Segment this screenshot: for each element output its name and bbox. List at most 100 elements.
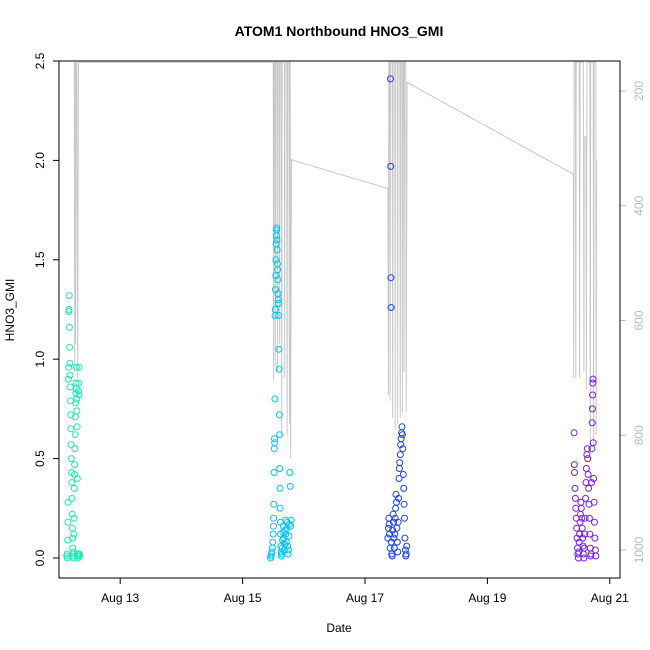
point-s0-36 bbox=[71, 461, 79, 469]
point-s0-17 bbox=[67, 411, 75, 419]
point-s3-41 bbox=[587, 550, 595, 558]
point-s1-5 bbox=[269, 538, 277, 546]
point-s0-47 bbox=[73, 423, 81, 431]
point-s3-33 bbox=[584, 455, 592, 463]
point-s1-24 bbox=[273, 236, 281, 244]
point-s0-19 bbox=[67, 441, 75, 449]
point-s0-23 bbox=[68, 494, 76, 502]
point-s2-30 bbox=[396, 459, 404, 467]
point-s0-14 bbox=[66, 371, 74, 379]
point-s1-34 bbox=[275, 365, 283, 373]
point-s3-27 bbox=[581, 514, 589, 522]
point-s1-19 bbox=[272, 256, 280, 264]
point-s0-33 bbox=[70, 514, 78, 522]
point-s0-34 bbox=[70, 484, 78, 492]
chart-title: ATOM1 Northbound HNO3_GMI bbox=[235, 23, 444, 39]
point-s3-24 bbox=[580, 554, 588, 562]
point-s3-42 bbox=[588, 479, 595, 486]
point-s3-38 bbox=[586, 530, 594, 538]
point-s2-46 bbox=[403, 542, 411, 550]
point-s2-41 bbox=[401, 514, 408, 522]
point-s3-28 bbox=[582, 494, 590, 502]
point-s0-59 bbox=[76, 552, 84, 560]
point-s3-7 bbox=[573, 524, 581, 532]
secondary-line bbox=[73, 61, 598, 459]
point-s0-6 bbox=[64, 375, 72, 383]
point-s1-32 bbox=[275, 312, 283, 319]
point-s3-45 bbox=[588, 405, 596, 413]
point-s0-15 bbox=[66, 383, 74, 391]
point-s1-12 bbox=[271, 435, 278, 443]
axes: Aug 13 Aug 15 Aug 17 Aug 19 Aug 21 0.0 0.5 1.0 1… bbox=[33, 52, 646, 605]
point-s2-45 bbox=[402, 550, 410, 558]
point-s0-5 bbox=[64, 498, 72, 506]
point-s1-6 bbox=[269, 530, 277, 538]
point-s3-0 bbox=[570, 429, 578, 437]
point-s3-15 bbox=[576, 518, 584, 526]
point-s1-67 bbox=[287, 516, 295, 524]
point-s0-56 bbox=[75, 391, 83, 399]
point-s3-54 bbox=[591, 546, 599, 554]
point-s2-14 bbox=[389, 510, 397, 518]
point-s1-13 bbox=[271, 439, 279, 447]
plot-frame bbox=[58, 60, 621, 579]
point-s3-32 bbox=[583, 445, 591, 453]
point-s2-38 bbox=[399, 471, 407, 478]
secondary-series bbox=[73, 61, 598, 459]
point-s2-39 bbox=[400, 484, 408, 492]
point-s0-4 bbox=[64, 518, 72, 526]
point-s1-35 bbox=[275, 411, 283, 419]
y2-tick-label-1: 400 bbox=[632, 195, 646, 215]
point-s1-18 bbox=[272, 272, 280, 280]
point-s1-27 bbox=[274, 266, 282, 274]
point-s1-61 bbox=[285, 546, 292, 554]
point-s2-3 bbox=[385, 520, 393, 528]
point-s2-12 bbox=[388, 552, 396, 560]
point-s2-16 bbox=[390, 534, 398, 542]
point-s3-44 bbox=[588, 419, 596, 427]
point-s0-9 bbox=[65, 306, 73, 313]
x-tick-label-4: Aug 21 bbox=[591, 591, 629, 605]
point-s0-7 bbox=[65, 363, 73, 371]
point-s1-9 bbox=[270, 500, 278, 508]
point-s2-36 bbox=[398, 431, 406, 439]
point-s1-53 bbox=[281, 526, 289, 534]
y-tick-label-3: 1.5 bbox=[33, 251, 47, 268]
point-s1-36 bbox=[276, 431, 284, 439]
y2-tick-label-2: 600 bbox=[632, 310, 646, 330]
point-s3-26 bbox=[581, 530, 589, 538]
point-s1-60 bbox=[284, 550, 292, 558]
point-s3-30 bbox=[582, 465, 590, 472]
point-s2-25 bbox=[394, 548, 402, 556]
y-axis-label: HNO3_GMI bbox=[3, 279, 17, 342]
point-s1-10 bbox=[270, 469, 278, 476]
point-s3-20 bbox=[578, 524, 586, 532]
point-s3-21 bbox=[579, 534, 587, 542]
point-s1-39 bbox=[276, 504, 284, 512]
point-s1-7 bbox=[269, 522, 277, 530]
point-s1-11 bbox=[270, 445, 278, 453]
point-s3-34 bbox=[584, 471, 592, 478]
point-s3-51 bbox=[590, 498, 598, 506]
y-tick-label-0: 0.0 bbox=[33, 549, 47, 566]
point-s1-30 bbox=[274, 296, 282, 304]
point-s0-26 bbox=[69, 534, 77, 542]
point-s1-62 bbox=[285, 532, 293, 540]
point-s0-57 bbox=[75, 363, 83, 371]
x-tick-label-3: Aug 19 bbox=[468, 591, 506, 605]
point-s0-46 bbox=[73, 407, 81, 415]
point-s0-11 bbox=[65, 323, 73, 331]
point-s2-20 bbox=[392, 504, 400, 512]
point-s3-52 bbox=[591, 518, 598, 526]
x-tick-label-0: Aug 13 bbox=[101, 591, 139, 605]
point-s2-26 bbox=[394, 518, 402, 526]
y2-tick-label-4: 1000 bbox=[632, 536, 646, 563]
point-s0-44 bbox=[72, 385, 80, 393]
x-tick-label-2: Aug 17 bbox=[346, 591, 384, 605]
point-s2-18 bbox=[391, 530, 399, 538]
point-s3-13 bbox=[575, 538, 583, 546]
point-s2-42 bbox=[401, 534, 409, 542]
scatter-points bbox=[63, 75, 600, 562]
y-tick-label-2: 1.0 bbox=[33, 351, 47, 368]
point-s3-2 bbox=[571, 469, 578, 476]
